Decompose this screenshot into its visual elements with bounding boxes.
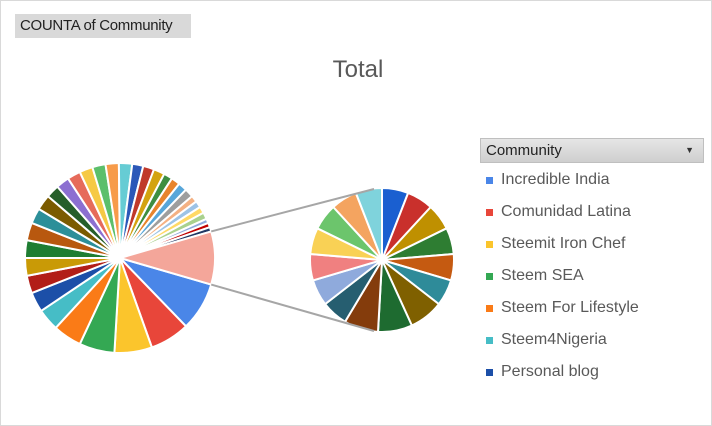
chart-title: Total — [332, 56, 384, 83]
legend-item[interactable]: Steem SEA — [486, 260, 639, 292]
legend-title: Community — [486, 142, 562, 159]
connector-line-bottom — [210, 283, 375, 332]
legend-label: Steem4Nigeria — [501, 331, 607, 348]
legend-swatch — [486, 208, 493, 216]
legend-swatch — [486, 368, 493, 376]
connector-line-top — [210, 188, 375, 233]
legend-swatch — [486, 240, 493, 248]
legend-swatch — [486, 272, 493, 280]
legend-swatch — [486, 176, 493, 184]
legend-label: Personal blog — [501, 363, 599, 380]
dropdown-arrow-icon: ▼ — [685, 145, 694, 155]
legend-swatch — [486, 304, 493, 312]
legend-label: Comunidad Latina — [501, 203, 631, 220]
legend: Incredible India Comunidad Latina Steemit … — [486, 164, 639, 388]
value-field-button[interactable]: COUNTA of Community — [15, 14, 191, 38]
legend-label: Steem SEA — [501, 267, 584, 284]
legend-field-filter-button[interactable]: Community ▼ — [480, 138, 704, 163]
legend-item[interactable]: Steem For Lifestyle — [486, 292, 639, 324]
legend-item[interactable]: Steem4Nigeria — [486, 324, 639, 356]
legend-label: Steemit Iron Chef — [501, 235, 626, 252]
legend-label: Steem For Lifestyle — [501, 299, 639, 316]
legend-swatch — [486, 336, 493, 344]
legend-label: Incredible India — [501, 171, 610, 188]
legend-item[interactable]: Comunidad Latina — [486, 196, 639, 228]
legend-item[interactable]: Steemit Iron Chef — [486, 228, 639, 260]
legend-item[interactable]: Incredible India — [486, 164, 639, 196]
legend-item[interactable]: Personal blog — [486, 356, 639, 388]
